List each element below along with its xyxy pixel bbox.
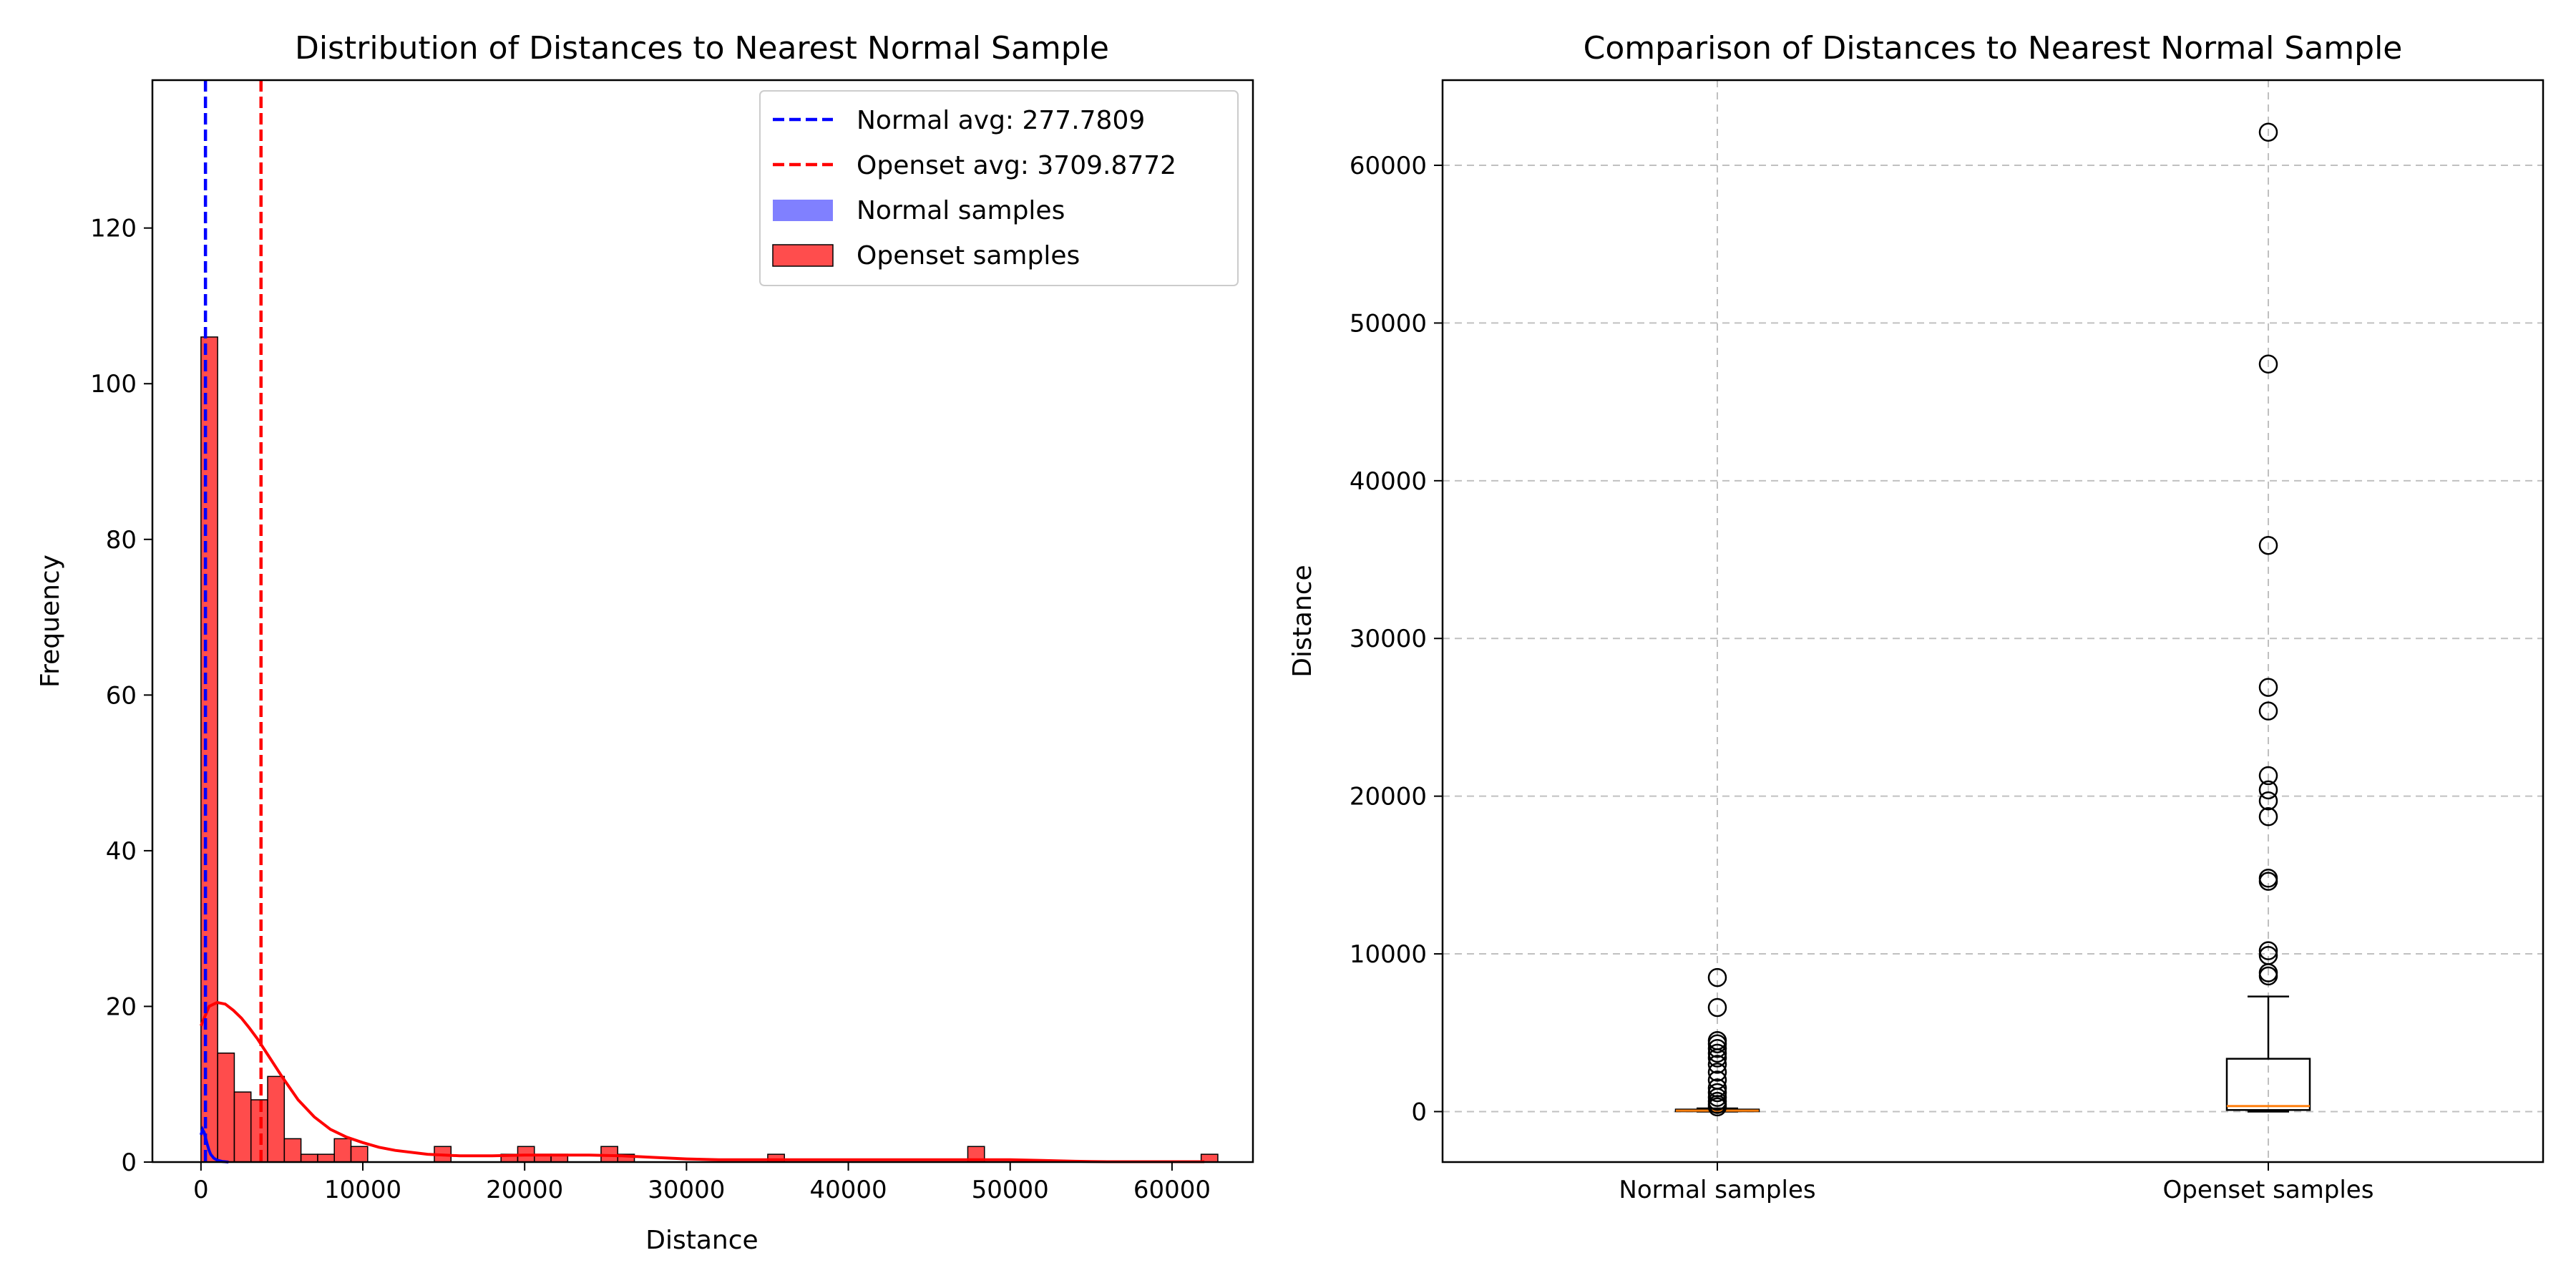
- outlier-point: [1707, 967, 1727, 987]
- boxplot-x-ticks: Normal samples Openset samples: [1619, 1162, 2373, 1204]
- legend-label: Openset samples: [857, 241, 1080, 270]
- histogram-axes-frame: [151, 79, 1254, 1163]
- x-tick-label: 10000: [324, 1176, 401, 1204]
- outlier-point: [2258, 946, 2278, 965]
- x-tick-label: 0: [193, 1176, 209, 1204]
- y-tick-label: 20: [106, 992, 137, 1021]
- outlier-point: [1707, 1043, 1727, 1063]
- legend-label: Normal samples: [857, 196, 1065, 225]
- y-tick-label: 50000: [1350, 309, 1427, 338]
- x-tick-label: 30000: [648, 1176, 725, 1204]
- outlier-point: [2258, 766, 2278, 786]
- histogram-y-ticks: 0 20 40 60 80 100 120: [90, 215, 152, 1177]
- y-tick-label: 30000: [1350, 625, 1427, 653]
- legend-patch-swatch: [773, 200, 833, 221]
- y-tick-label: 120: [90, 215, 137, 243]
- y-tick-label: 100: [90, 370, 137, 399]
- histogram-x-axis-label: Distance: [645, 1226, 758, 1255]
- outlier-point: [2258, 701, 2278, 721]
- outlier-point: [1707, 1078, 1727, 1098]
- boxplot-axes-frame: [1441, 79, 2545, 1163]
- boxplot-plot-area: [1674, 122, 2311, 1117]
- kde-curve: [200, 1000, 1205, 1163]
- histogram-bar: [300, 1153, 318, 1163]
- y-tick-label: 0: [121, 1148, 137, 1177]
- outlier-point: [2258, 678, 2278, 697]
- box: [2225, 1058, 2311, 1111]
- x-category-label: Openset samples: [2163, 1176, 2374, 1204]
- outlier-point: [1707, 1070, 1727, 1090]
- outlier-point: [1707, 1055, 1727, 1074]
- histogram-legend: Normal avg: 277.7809 Openset avg: 3709.87…: [759, 90, 1239, 286]
- outlier-point: [1707, 1039, 1727, 1058]
- outlier-point: [1707, 1031, 1727, 1050]
- histogram-bar: [350, 1146, 369, 1163]
- histogram-bar: [333, 1138, 352, 1163]
- boxplot-panel: Comparison of Distances to Nearest Norma…: [1288, 30, 2545, 1204]
- boxplot-y-axis-label: Distance: [1288, 565, 1317, 677]
- boxplot-y-ticks: 0 10000 20000 30000 40000 50000 60000: [1350, 152, 1443, 1126]
- histogram-panel: Distribution of Distances to Nearest Nor…: [36, 30, 1254, 1255]
- outlier-point: [1707, 997, 1727, 1018]
- outlier-point: [1707, 1083, 1727, 1103]
- histogram-bar: [267, 1075, 286, 1163]
- legend-label: Openset avg: 3709.8772: [857, 151, 1176, 180]
- y-tick-label: 40000: [1350, 467, 1427, 496]
- outlier-point: [2258, 354, 2278, 374]
- outlier-point: [2258, 535, 2278, 555]
- y-tick-label: 20000: [1350, 783, 1427, 811]
- outlier-point: [2258, 122, 2278, 142]
- boxplot-title: Comparison of Distances to Nearest Norma…: [1584, 30, 2403, 67]
- x-tick-label: 40000: [809, 1176, 887, 1204]
- y-tick-label: 60000: [1350, 152, 1427, 180]
- y-tick-label: 40: [106, 837, 137, 866]
- outlier-point: [2258, 791, 2278, 811]
- histogram-y-axis-label: Frequency: [36, 555, 65, 688]
- histogram-title: Distribution of Distances to Nearest Nor…: [295, 30, 1109, 67]
- legend-frame: [759, 90, 1239, 286]
- legend-patch-swatch: [772, 244, 834, 267]
- kde-curve: [199, 1125, 229, 1163]
- y-tick-label: 80: [106, 526, 137, 555]
- histogram-plot-area: [199, 80, 1219, 1163]
- outlier-point: [2258, 869, 2278, 888]
- outlier-point: [2258, 941, 2278, 960]
- x-tick-label: 60000: [1133, 1176, 1211, 1204]
- histogram-bar: [317, 1153, 335, 1163]
- y-tick-label: 60: [106, 681, 137, 710]
- histogram-bar: [200, 336, 218, 1163]
- histogram-bar: [217, 1052, 235, 1163]
- y-tick-label: 0: [1411, 1098, 1427, 1126]
- y-tick-label: 10000: [1350, 940, 1427, 969]
- outlier-point: [2258, 780, 2278, 800]
- x-category-label: Normal samples: [1619, 1176, 1815, 1204]
- histogram-bar: [283, 1138, 302, 1163]
- histogram-bar: [250, 1099, 268, 1163]
- x-tick-label: 20000: [486, 1176, 563, 1204]
- histogram-x-ticks: 0 10000 20000 30000 40000 50000 60000: [193, 1162, 1211, 1204]
- outlier-point: [2258, 807, 2278, 826]
- x-tick-label: 50000: [972, 1176, 1049, 1204]
- legend-label: Normal avg: 277.7809: [857, 106, 1145, 135]
- boxplot-grid: [1443, 80, 2543, 1162]
- outlier-point: [1707, 1063, 1727, 1082]
- histogram-bar: [233, 1091, 252, 1163]
